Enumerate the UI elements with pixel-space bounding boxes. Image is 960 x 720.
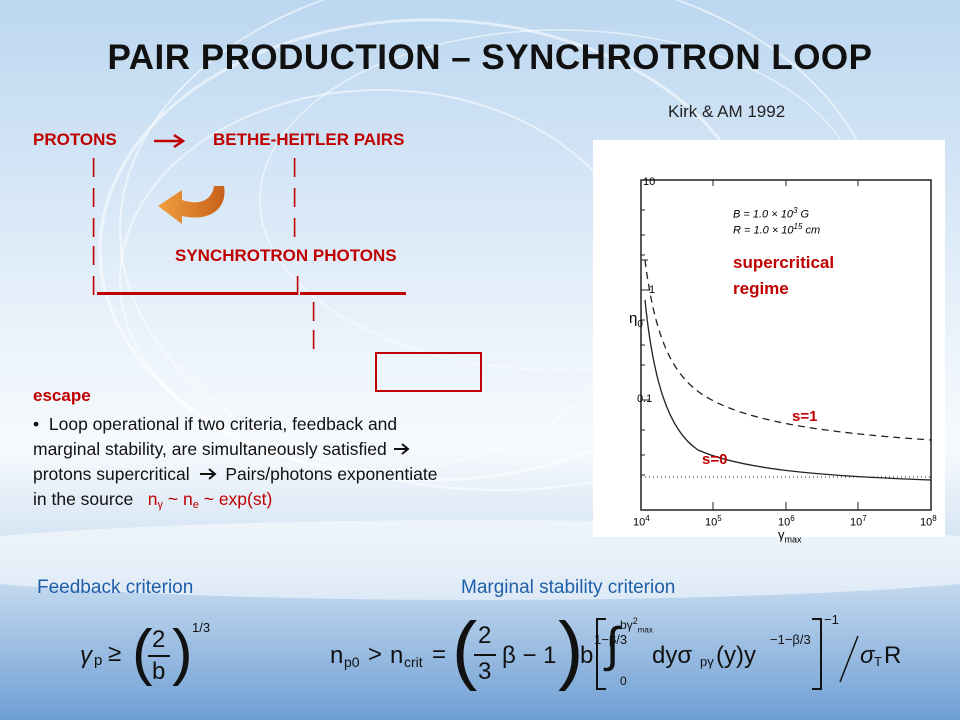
citation: Kirk & AM 1992 [668, 102, 786, 121]
loop-bar-right-2: | [292, 186, 298, 208]
description-line-4: in the source nγ ~ ne ~ exp(st) [33, 489, 273, 511]
protons-label: PROTONS [33, 130, 117, 149]
synchrotron-label: SYNCHROTRON PHOTONS [175, 246, 397, 265]
right-arrow-icon [154, 133, 186, 149]
x-tick-1e5: 105 [705, 514, 722, 529]
escape-box [375, 352, 482, 392]
loop-bar-right-3: | [292, 216, 298, 238]
loop-bar-left-2: | [91, 186, 97, 208]
escape-bar-1: | [311, 300, 317, 322]
description-line-2: marginal stability, are simultaneously s… [33, 437, 593, 462]
loop-bar-left-5: | [91, 274, 97, 296]
legend-B: B = 1.0 × 103 G [733, 206, 810, 221]
description-line-3: protons supercritical Pairs/photons expo… [33, 464, 438, 484]
right-arrow-icon [200, 468, 218, 480]
loop-bottom-line-right [300, 292, 406, 295]
loop-description: • Loop operational if two criteria, feed… [33, 412, 593, 518]
curved-arrow-icon [158, 186, 225, 224]
escape-bar-2: | [311, 328, 317, 350]
y-tick-10: 10 [643, 176, 656, 188]
description-line-1: • Loop operational if two criteria, feed… [33, 414, 398, 434]
s0-label: s=0 [702, 451, 728, 468]
loop-bar-right-4: | [295, 274, 301, 296]
marginal-stability-formula: n p0 > n crit = ( 2 3 β − 1 ) b 1−β/3 ∫ … [330, 607, 902, 692]
slide-title: PAIR PRODUCTION – SYNCHROTRON LOOP [107, 38, 873, 77]
y-axis-label: η0 [629, 310, 643, 330]
x-axis-label: γmax [778, 527, 802, 545]
s1-label: s=1 [792, 408, 818, 425]
loop-bar-right-1: | [292, 156, 298, 178]
eta-vs-gamma-plot [640, 179, 932, 511]
x-tick-1e4: 104 [633, 514, 650, 529]
loop-bar-left-1: | [91, 156, 97, 178]
plot-panel [593, 140, 945, 537]
legend-R: R = 1.0 × 1015 cm [733, 222, 821, 237]
bethe-heitler-label: BETHE-HEITLER PAIRS [213, 130, 405, 149]
loop-bar-left-4: | [91, 244, 97, 266]
x-tick-1e6: 106 [778, 514, 795, 529]
loop-bar-left-3: | [91, 216, 97, 238]
loop-bottom-line-left [97, 292, 297, 295]
marginal-criterion-title: Marginal stability criterion [461, 577, 676, 598]
supercritical-label: supercritical regime [733, 253, 835, 298]
x-tick-1e7: 107 [850, 514, 867, 529]
feedback-criterion-title: Feedback criterion [37, 577, 194, 598]
fraction-slash [839, 635, 859, 683]
y-tick-1: 1 [649, 284, 656, 296]
x-tick-1e8: 108 [920, 514, 937, 529]
escape-label: escape [33, 386, 91, 405]
y-tick-0.1: 0.1 [637, 393, 653, 405]
right-arrow-icon [393, 443, 410, 455]
